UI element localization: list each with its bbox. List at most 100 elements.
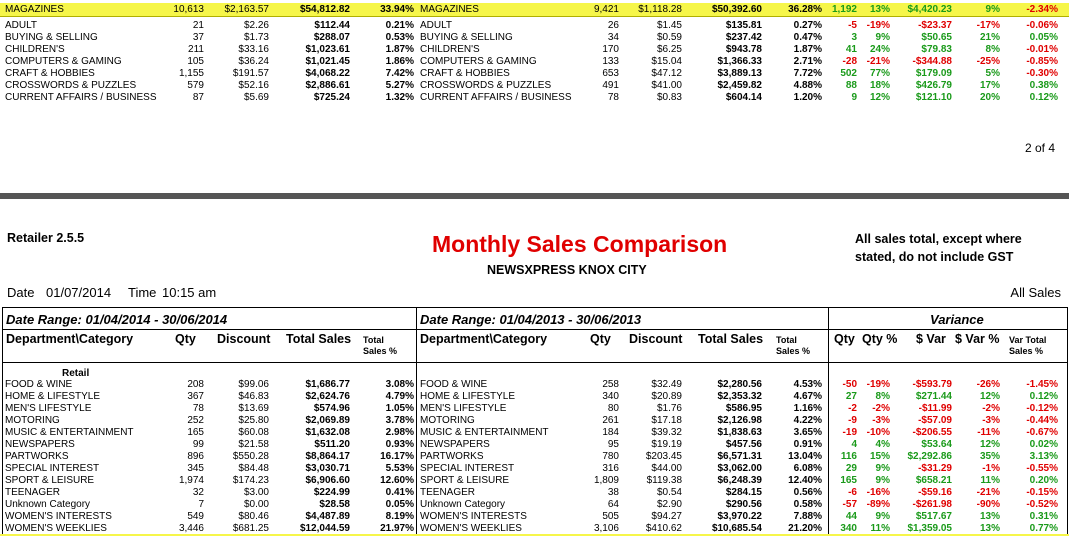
- cell-cur-discount: $191.57: [232, 68, 269, 79]
- cell-var-qty: -57: [842, 499, 857, 510]
- cell-var-dollar-pct: -17%: [976, 20, 1000, 31]
- cell-var-dollar: -$31.29: [918, 463, 952, 474]
- cell-prev-pct: 1.87%: [793, 44, 822, 55]
- cell-prev-discount: $44.00: [651, 463, 682, 474]
- variance-heading: Variance: [930, 312, 984, 327]
- cell-var-dollar-pct: 12%: [979, 439, 1000, 450]
- cell-cur-qty: 7: [198, 499, 204, 510]
- highlight-bottom-rule: [0, 16, 1069, 17]
- cell-var-dollar: $4,420.23: [907, 4, 953, 15]
- cell-prev-label: WOMEN'S INTERESTS: [420, 511, 527, 522]
- cell-cur-discount: $3.00: [243, 487, 269, 498]
- col-var-total-1: Var Total: [1009, 335, 1047, 345]
- cell-prev-pct: 1.16%: [793, 403, 822, 414]
- cell-cur-sales: $4,068.22: [305, 68, 351, 79]
- cell-prev-pct: 6.08%: [793, 463, 822, 474]
- col-var-dollar: $ Var: [916, 332, 946, 346]
- cell-var-dollar: -$59.16: [918, 487, 952, 498]
- table-row: PARTWORKS 896 $550.28 $8,864.17 16.17% PARTWO…: [0, 451, 1069, 463]
- col-total-sales-pct-2: Sales %: [363, 346, 398, 356]
- cell-cur-pct: 12.60%: [380, 475, 414, 486]
- cell-cur-pct: 16.17%: [380, 451, 414, 462]
- cell-prev-sales: $50,392.60: [711, 4, 762, 15]
- cell-cur-pct: 1.05%: [385, 403, 414, 414]
- cell-prev-label: Unknown Category: [420, 499, 506, 510]
- col-total-sales-pct-prev-2: Sales %: [776, 346, 811, 356]
- cell-prev-label: HOME & LIFESTYLE: [420, 391, 516, 402]
- cell-cur-discount: $33.16: [238, 44, 269, 55]
- cell-prev-label: MOTORING: [420, 415, 475, 426]
- table-row: CRAFT & HOBBIES 1,155 $191.57 $4,068.22 7.42…: [0, 68, 1069, 80]
- cell-var-qty: -2: [848, 403, 857, 414]
- cell-prev-label: CHILDREN'S: [420, 44, 480, 55]
- cell-prev-qty: 653: [602, 68, 619, 79]
- cell-prev-label: WOMEN'S WEEKLIES: [420, 523, 522, 534]
- cell-var-total-pct: -0.55%: [1026, 463, 1058, 474]
- cell-cur-qty: 367: [187, 391, 204, 402]
- cell-var-dollar-pct: 8%: [985, 44, 1000, 55]
- cell-cur-sales: $1,686.77: [305, 379, 351, 390]
- cell-var-qty-pct: -10%: [866, 427, 890, 438]
- cell-cur-pct: 7.42%: [385, 68, 414, 79]
- cell-prev-label: CRAFT & HOBBIES: [420, 68, 510, 79]
- cell-cur-qty: 21: [192, 20, 204, 31]
- cell-prev-label: COMPUTERS & GAMING: [420, 56, 537, 67]
- cell-cur-qty: 579: [187, 80, 204, 91]
- cell-var-total-pct: 3.13%: [1029, 451, 1058, 462]
- cell-prev-discount: $20.89: [651, 391, 682, 402]
- cell-cur-sales: $54,812.82: [299, 4, 350, 15]
- cell-var-qty-pct: -2%: [872, 403, 890, 414]
- cell-prev-sales: $284.15: [725, 487, 762, 498]
- cell-cur-sales: $6,906.60: [305, 475, 351, 486]
- cell-cur-qty: 105: [187, 56, 204, 67]
- cell-cur-discount: $174.23: [232, 475, 269, 486]
- cell-var-qty: 1,192: [831, 4, 857, 15]
- cell-cur-pct: 4.79%: [385, 391, 414, 402]
- cell-prev-qty: 64: [607, 499, 619, 510]
- cell-var-qty: 502: [840, 68, 857, 79]
- table-row: NEWSPAPERS 99 $21.58 $511.20 0.93% NEWSPAPERS…: [0, 439, 1069, 451]
- cell-prev-label: PARTWORKS: [420, 451, 484, 462]
- date-range-current: Date Range: 01/04/2014 - 30/06/2014: [6, 312, 228, 327]
- cell-cur-discount: $46.83: [238, 391, 269, 402]
- cell-var-dollar-pct: -90%: [976, 499, 1000, 510]
- cell-prev-sales: $135.81: [725, 20, 762, 31]
- cell-cur-qty: 37: [192, 32, 204, 43]
- col-var-dollar-pct: $ Var %: [955, 332, 1000, 346]
- cell-var-total-pct: 0.77%: [1029, 523, 1058, 534]
- cell-prev-qty: 505: [602, 511, 619, 522]
- col-department: Department\Category: [6, 332, 134, 346]
- cell-prev-sales: $1,366.33: [717, 56, 763, 67]
- cell-var-qty: 340: [840, 523, 857, 534]
- cell-prev-qty: 780: [602, 451, 619, 462]
- table-right-border: [1067, 307, 1068, 536]
- cell-var-qty-pct: -21%: [866, 56, 890, 67]
- cell-prev-sales: $1,838.63: [717, 427, 763, 438]
- cell-prev-sales: $457.56: [725, 439, 762, 450]
- cell-var-qty-pct: 4%: [875, 439, 890, 450]
- cell-var-dollar-pct: -25%: [976, 56, 1000, 67]
- cell-cur-pct: 21.97%: [380, 523, 414, 534]
- cell-var-dollar: -$57.09: [918, 415, 952, 426]
- cell-var-dollar: $426.79: [915, 80, 952, 91]
- cell-cur-qty: 3,446: [178, 523, 204, 534]
- cell-var-dollar-pct: -2%: [982, 403, 1000, 414]
- cell-var-dollar: $2,292.86: [907, 451, 953, 462]
- cell-var-qty: 88: [845, 80, 857, 91]
- cell-var-total-pct: 0.38%: [1029, 80, 1058, 91]
- cell-cur-pct: 0.53%: [385, 32, 414, 43]
- page-separator: [0, 193, 1069, 199]
- table-divider-1: [416, 307, 417, 536]
- table-row: COMPUTERS & GAMING 105 $36.24 $1,021.45 1.86…: [0, 56, 1069, 68]
- cell-prev-label: FOOD & WINE: [420, 379, 488, 390]
- cell-var-qty-pct: -3%: [872, 415, 890, 426]
- cell-cur-sales: $112.44: [314, 20, 350, 31]
- cell-var-total-pct: -1.45%: [1026, 379, 1058, 390]
- cell-cur-sales: $1,021.45: [305, 56, 351, 67]
- cell-var-qty: 29: [845, 463, 857, 474]
- cell-var-dollar-pct: 5%: [985, 68, 1000, 79]
- col-qty-prev: Qty: [590, 332, 611, 346]
- cell-prev-sales: $2,126.98: [717, 415, 763, 426]
- cell-prev-label: CURRENT AFFAIRS / BUSINESS: [420, 92, 572, 103]
- cell-var-qty: 116: [840, 451, 857, 462]
